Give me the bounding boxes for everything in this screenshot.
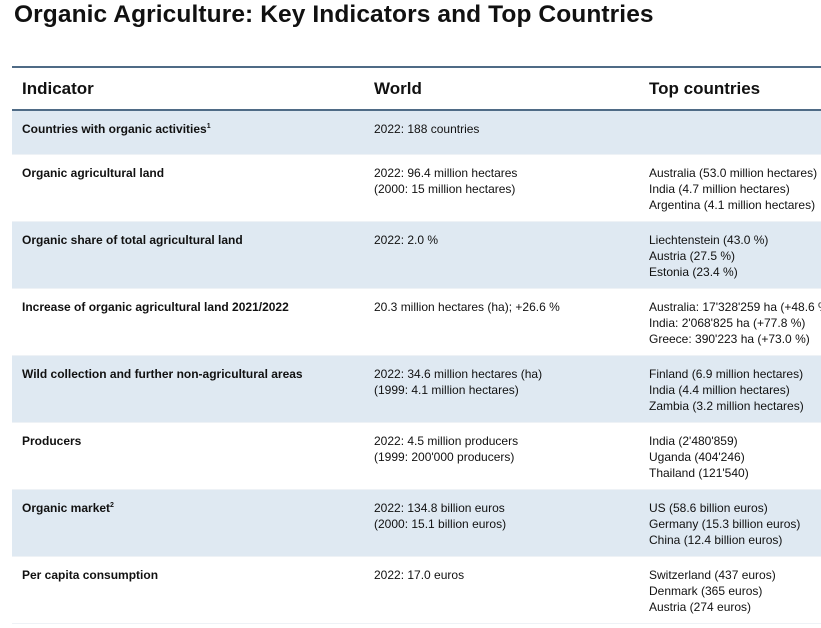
indicator-cell: Increase of organic agricultural land 20… bbox=[12, 288, 364, 356]
top-country-value: Uganda (404'246) bbox=[649, 449, 745, 464]
top-countries-cell: Switzerland (437 euros) Denmark (365 euro… bbox=[639, 556, 821, 624]
top-countries-cell: India (2'480'859) Uganda (404'246) Thailan… bbox=[639, 422, 821, 490]
indicator-label: Organic agricultural land bbox=[22, 165, 165, 180]
world-cell: 2022: 4.5 million producers (1999: 200'00… bbox=[364, 422, 639, 490]
top-country-value: China (12.4 billion euros) bbox=[649, 532, 783, 547]
footnote-marker: 1 bbox=[206, 123, 211, 130]
world-cell: 20.3 million hectares (ha); +26.6 % bbox=[364, 288, 639, 356]
top-country-value: Austria (274 euros) bbox=[649, 599, 752, 614]
top-country-value: Finland (6.9 million hectares) bbox=[649, 366, 804, 381]
world-cell: 2022: 134.8 billion euros (2000: 15.1 bil… bbox=[364, 489, 639, 557]
world-value: 2022: 188 countries bbox=[374, 122, 480, 136]
top-country-value: India: 2'068'825 ha (+77.8 %) bbox=[649, 315, 806, 330]
world-value: 2022: 4.5 million producers bbox=[374, 433, 519, 448]
world-value: (2000: 15 million hectares) bbox=[374, 181, 516, 196]
world-value: 2022: 2.0 % bbox=[374, 232, 439, 247]
top-country-value: Greece: 390'223 ha (+73.0 %) bbox=[649, 331, 810, 346]
header-top-countries: Top countries bbox=[639, 66, 821, 111]
world-cell: 2022: 2.0 % bbox=[364, 221, 639, 289]
table-row: Countries with organic activities1 2022: … bbox=[12, 110, 821, 155]
world-cell: 2022: 188 countries bbox=[364, 110, 639, 155]
page-title: Organic Agriculture: Key Indicators and … bbox=[14, 1, 654, 28]
world-cell: 2022: 17.0 euros bbox=[364, 556, 639, 624]
top-country-value: Australia: 17'328'259 ha (+48.6 %) bbox=[649, 299, 821, 314]
world-value: 20.3 million hectares (ha); +26.6 % bbox=[374, 299, 560, 314]
world-value: 2022: 96.4 million hectares bbox=[374, 165, 518, 180]
indicator-cell: Organic share of total agricultural land bbox=[12, 221, 364, 289]
table-row: Increase of organic agricultural land 20… bbox=[12, 288, 821, 356]
top-country-value: US (58.6 billion euros) bbox=[649, 500, 768, 515]
table-row: Organic agricultural land 2022: 96.4 mill… bbox=[12, 154, 821, 222]
top-country-value: Denmark (365 euros) bbox=[649, 583, 763, 598]
table-row: Organic market2 2022: 134.8 billion euros… bbox=[12, 489, 821, 557]
top-country-value: Zambia (3.2 million hectares) bbox=[649, 398, 804, 413]
world-cell: 2022: 34.6 million hectares (ha) (1999: 4… bbox=[364, 355, 639, 423]
world-value: 2022: 17.0 euros bbox=[374, 567, 465, 582]
top-country-value: Liechtenstein (43.0 %) bbox=[649, 232, 769, 247]
indicator-cell: Organic agricultural land bbox=[12, 154, 364, 222]
world-value: 2022: 134.8 billion euros bbox=[374, 500, 505, 515]
indicator-label: Organic share of total agricultural land bbox=[22, 232, 243, 247]
top-countries-cell: Australia: 17'328'259 ha (+48.6 %) India:… bbox=[639, 288, 821, 356]
top-country-value: India (4.7 million hectares) bbox=[649, 181, 790, 196]
table-row: Wild collection and further non-agricult… bbox=[12, 355, 821, 423]
world-value: (1999: 200'000 producers) bbox=[374, 449, 515, 464]
indicator-cell: Organic market2 bbox=[12, 489, 364, 557]
indicator-label: Organic market bbox=[22, 500, 111, 515]
top-countries-cell: Australia (53.0 million hectares) India (… bbox=[639, 154, 821, 222]
indicator-cell: Producers bbox=[12, 422, 364, 490]
footnote-marker: 2 bbox=[110, 501, 114, 509]
table-row: Producers 2022: 4.5 million producers (199… bbox=[12, 422, 821, 490]
table-row: Per capita consumption 2022: 17.0 euros Sw… bbox=[12, 556, 821, 624]
indicator-label: Increase of organic agricultural land 20… bbox=[22, 299, 289, 314]
indicators-table: Indicator World Top countries Countries … bbox=[12, 66, 821, 624]
indicators-table-container: Indicator World Top countries Countries … bbox=[12, 66, 821, 628]
top-country-value: Austria (27.5 %) bbox=[649, 248, 736, 263]
indicator-cell: Wild collection and further non-agricult… bbox=[12, 355, 364, 423]
indicator-cell: Countries with organic activities1 bbox=[12, 110, 364, 155]
top-country-value: India (2'480'859) bbox=[649, 433, 738, 448]
top-countries-cell: Finland (6.9 million hectares) India (4.4… bbox=[639, 355, 821, 423]
top-country-value: India (4.4 million hectares) bbox=[649, 382, 790, 397]
top-country-value: Switzerland (437 euros) bbox=[649, 567, 776, 582]
indicator-label: Countries with organic activities bbox=[22, 122, 207, 136]
top-country-value: Australia (53.0 million hectares) bbox=[649, 165, 818, 180]
top-countries-cell bbox=[639, 110, 821, 155]
world-value: (1999: 4.1 million hectares) bbox=[374, 382, 519, 397]
world-value: 2022: 34.6 million hectares (ha) bbox=[374, 366, 543, 381]
indicator-label: Producers bbox=[22, 433, 82, 448]
top-country-value: Estonia (23.4 %) bbox=[649, 264, 738, 279]
world-cell: 2022: 96.4 million hectares (2000: 15 mil… bbox=[364, 154, 639, 222]
table-row: Organic share of total agricultural land… bbox=[12, 221, 821, 289]
table-body: Countries with organic activities1 2022: … bbox=[12, 110, 821, 624]
top-country-value: Argentina (4.1 million hectares) bbox=[649, 197, 816, 212]
world-value: (2000: 15.1 billion euros) bbox=[374, 516, 507, 531]
top-countries-cell: US (58.6 billion euros) Germany (15.3 bil… bbox=[639, 489, 821, 557]
top-country-value: Thailand (121'540) bbox=[649, 465, 749, 480]
header-indicator: Indicator bbox=[12, 66, 364, 111]
header-world: World bbox=[364, 66, 639, 111]
indicator-label: Per capita consumption bbox=[22, 567, 159, 582]
table-header-row: Indicator World Top countries bbox=[12, 66, 821, 111]
indicator-label: Wild collection and further non-agricult… bbox=[22, 366, 303, 381]
top-countries-cell: Liechtenstein (43.0 %) Austria (27.5 %) Es… bbox=[639, 221, 821, 289]
indicator-cell: Per capita consumption bbox=[12, 556, 364, 624]
top-country-value: Germany (15.3 billion euros) bbox=[649, 516, 801, 531]
